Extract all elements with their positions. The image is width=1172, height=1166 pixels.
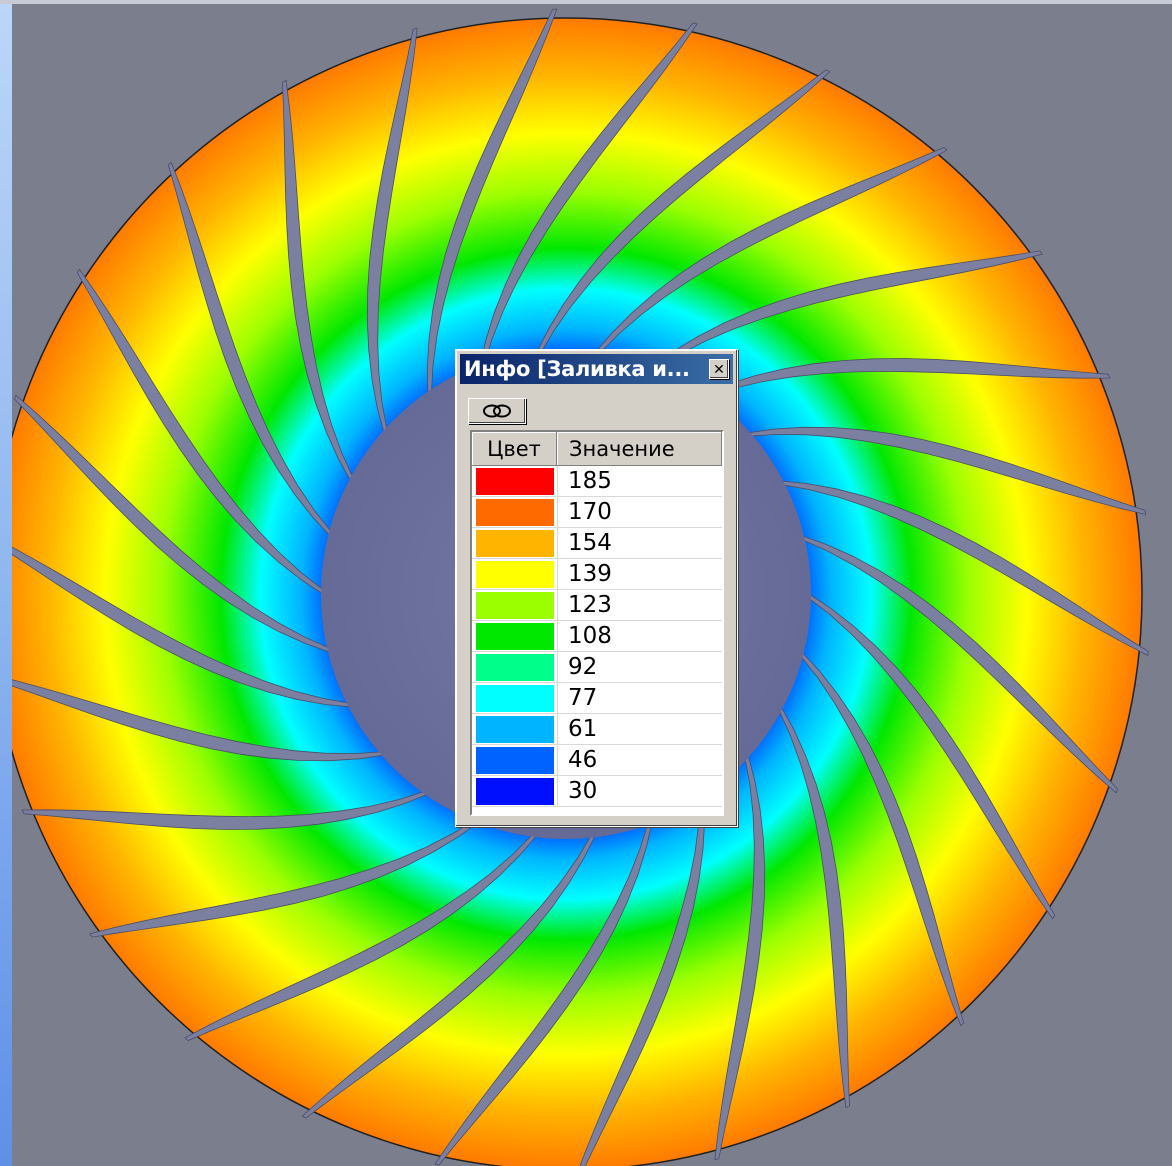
impeller-blade bbox=[14, 394, 335, 655]
impeller-blade bbox=[777, 702, 850, 1109]
info-window[interactable]: Инфо [Заливка и... ✕ Цвет Значение 185 1… bbox=[455, 349, 738, 827]
color-swatch bbox=[476, 591, 554, 619]
color-swatch bbox=[476, 529, 554, 557]
color-swatch bbox=[476, 746, 554, 774]
color-swatch bbox=[476, 560, 554, 588]
impeller-blade bbox=[699, 358, 1111, 399]
impeller-blade bbox=[776, 480, 1149, 657]
info-window-titlebar[interactable]: Инфо [Заливка и... ✕ bbox=[460, 354, 733, 384]
link-button[interactable] bbox=[468, 398, 526, 424]
legend-row[interactable]: 46 bbox=[472, 745, 722, 776]
legend-value: 61 bbox=[557, 714, 722, 744]
info-window-title: Инфо [Заливка и... bbox=[464, 357, 690, 381]
legend-value: 92 bbox=[557, 652, 722, 682]
legend-table: Цвет Значение 185 170 154 139 123 108 92… bbox=[470, 430, 724, 816]
window-edge bbox=[0, 0, 12, 1166]
legend-rows: 185 170 154 139 123 108 92 77 61 46 30 bbox=[472, 466, 722, 807]
legend-row[interactable]: 123 bbox=[472, 590, 722, 621]
color-swatch bbox=[476, 622, 554, 650]
legend-row[interactable]: 154 bbox=[472, 528, 722, 559]
column-header-color[interactable]: Цвет bbox=[472, 432, 557, 466]
impeller-blade bbox=[434, 817, 654, 1166]
legend-value: 46 bbox=[557, 745, 722, 775]
legend-header: Цвет Значение bbox=[472, 432, 722, 466]
color-swatch bbox=[476, 653, 554, 681]
legend-row[interactable]: 185 bbox=[472, 466, 722, 497]
legend-row[interactable]: 139 bbox=[472, 559, 722, 590]
color-swatch bbox=[476, 467, 554, 495]
legend-row[interactable]: 30 bbox=[472, 776, 722, 807]
impeller-blade bbox=[184, 831, 540, 1041]
legend-row[interactable]: 108 bbox=[472, 621, 722, 652]
color-swatch bbox=[476, 684, 554, 712]
close-icon: ✕ bbox=[713, 361, 725, 377]
impeller-blade bbox=[12, 679, 389, 762]
legend-value: 123 bbox=[557, 590, 722, 620]
impeller-blade bbox=[89, 817, 484, 938]
impeller-blade bbox=[743, 426, 1147, 515]
impeller-blade bbox=[426, 8, 558, 399]
impeller-blade bbox=[648, 250, 1043, 371]
impeller-blade bbox=[797, 533, 1118, 794]
impeller-blade bbox=[12, 546, 356, 708]
impeller-blade bbox=[76, 268, 327, 597]
legend-value: 77 bbox=[557, 683, 722, 713]
impeller-blade bbox=[805, 591, 1056, 920]
window-top-edge bbox=[0, 0, 1172, 4]
color-swatch bbox=[476, 715, 554, 743]
color-swatch bbox=[476, 777, 554, 805]
impeller-blade bbox=[21, 789, 433, 830]
impeller-blade bbox=[534, 69, 831, 357]
legend-value: 154 bbox=[557, 528, 722, 558]
legend-value: 30 bbox=[557, 776, 722, 806]
legend-row[interactable]: 77 bbox=[472, 683, 722, 714]
impeller-blade bbox=[798, 648, 965, 1027]
impeller-blade bbox=[592, 147, 948, 357]
color-swatch bbox=[476, 498, 554, 526]
impeller-blade bbox=[167, 161, 334, 540]
legend-value: 185 bbox=[557, 466, 722, 496]
legend-value: 108 bbox=[557, 621, 722, 651]
legend-row[interactable]: 92 bbox=[472, 652, 722, 683]
impeller-blade bbox=[714, 750, 766, 1161]
impeller-blade bbox=[366, 27, 418, 438]
impeller-blade bbox=[478, 22, 698, 371]
legend-row[interactable]: 170 bbox=[472, 497, 722, 528]
close-button[interactable]: ✕ bbox=[709, 359, 729, 379]
legend-value: 139 bbox=[557, 559, 722, 589]
impeller-blade bbox=[579, 789, 706, 1166]
chain-link-icon bbox=[483, 404, 511, 418]
legend-value: 170 bbox=[557, 497, 722, 527]
impeller-blade bbox=[301, 831, 598, 1119]
column-header-value[interactable]: Значение bbox=[557, 432, 722, 466]
impeller-blade bbox=[282, 79, 355, 486]
legend-row[interactable]: 61 bbox=[472, 714, 722, 745]
impeller-blades bbox=[12, 8, 1149, 1166]
